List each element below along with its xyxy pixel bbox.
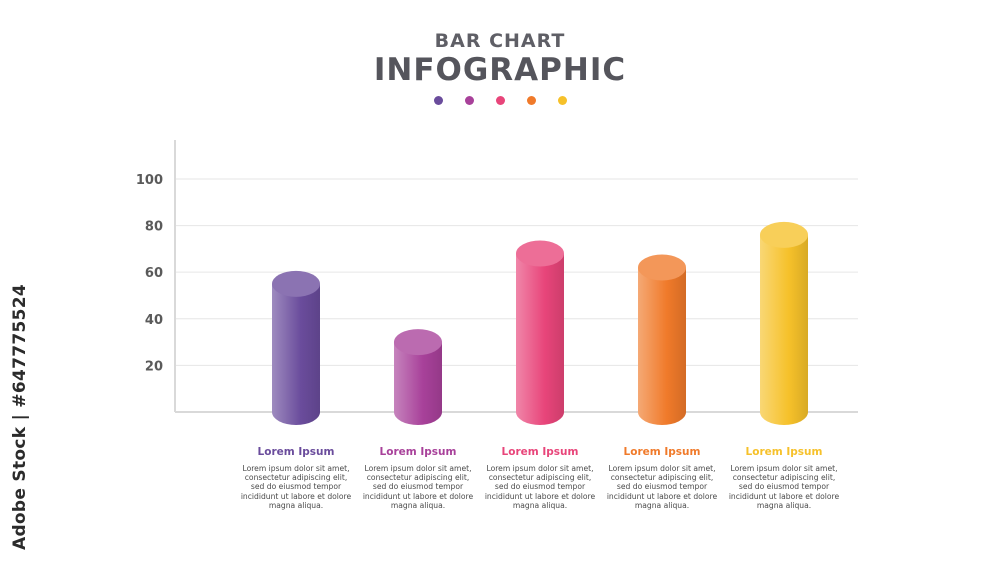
category-description: Lorem ipsum dolor sit amet, consectetur … <box>362 464 474 510</box>
bar-body <box>394 342 442 425</box>
bar-top <box>394 329 442 356</box>
y-tick-label: 60 <box>145 266 163 281</box>
color-dot <box>434 96 443 105</box>
category-description: Lorem ipsum dolor sit amet, consectetur … <box>484 464 596 510</box>
category-title: Lorem Ipsum <box>501 446 579 458</box>
category-column: Lorem Ipsum Lorem ipsum dolor sit amet, … <box>714 446 854 510</box>
bar-top <box>638 254 686 281</box>
bar-cylinder <box>272 270 320 425</box>
y-tick-labels: 20 40 60 80 100 <box>136 173 163 374</box>
category-column: Lorem Ipsum Lorem ipsum dolor sit amet, … <box>470 446 610 510</box>
category-column: Lorem Ipsum Lorem ipsum dolor sit amet, … <box>226 446 366 510</box>
bars <box>272 221 808 425</box>
category-description: Lorem ipsum dolor sit amet, consectetur … <box>606 464 718 510</box>
bar-body <box>516 253 564 425</box>
bar-top <box>272 270 320 297</box>
color-dot <box>527 96 536 105</box>
bar-body <box>760 234 808 425</box>
category-column: Lorem Ipsum Lorem ipsum dolor sit amet, … <box>592 446 732 510</box>
bar-top <box>760 221 808 248</box>
color-dot <box>496 96 505 105</box>
bar-cylinder <box>394 329 442 425</box>
category-title: Lorem Ipsum <box>623 446 701 458</box>
category-description: Lorem ipsum dolor sit amet, consectetur … <box>240 464 352 510</box>
color-dots <box>0 96 1000 106</box>
chart-subtitle: BAR CHART <box>434 30 566 52</box>
y-tick-label: 40 <box>145 313 163 328</box>
bar-body <box>272 283 320 425</box>
bar-body <box>638 267 686 425</box>
chart-title: INFOGRAPHIC <box>373 52 627 88</box>
bar-cylinder <box>638 254 686 425</box>
chart-header: BAR CHART INFOGRAPHIC <box>0 30 1000 88</box>
category-description: Lorem ipsum dolor sit amet, consectetur … <box>728 464 840 510</box>
color-dot <box>558 96 567 105</box>
watermark-stock-id: Adobe Stock | #647775524 <box>10 283 30 550</box>
y-tick-label: 100 <box>136 173 163 188</box>
bar-cylinder <box>760 221 808 425</box>
category-title: Lorem Ipsum <box>257 446 335 458</box>
y-tick-label: 20 <box>145 359 163 374</box>
category-column: Lorem Ipsum Lorem ipsum dolor sit amet, … <box>348 446 488 510</box>
bar-top <box>516 240 564 267</box>
y-tick-label: 80 <box>145 220 163 235</box>
color-dot <box>465 96 474 105</box>
bar-cylinder <box>516 240 564 425</box>
category-title: Lorem Ipsum <box>379 446 457 458</box>
category-title: Lorem Ipsum <box>745 446 823 458</box>
